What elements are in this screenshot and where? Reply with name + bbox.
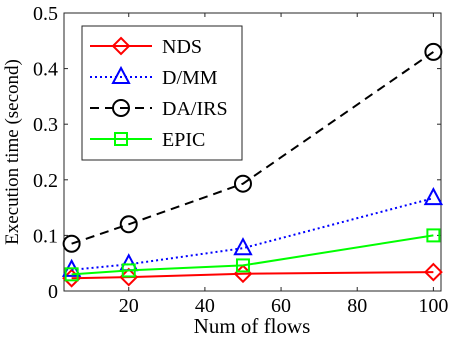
series-line (71, 197, 434, 271)
legend-label: D/MM (162, 67, 218, 89)
data-point-marker (121, 263, 136, 278)
y-axis-label: Execution time (second) (2, 59, 23, 245)
data-point-marker (62, 234, 81, 253)
data-point-marker (426, 228, 441, 243)
x-tick-label: 80 (347, 295, 367, 317)
data-point-marker (424, 42, 443, 61)
data-point-marker (235, 258, 250, 273)
series-epic (64, 228, 441, 282)
legend-marker (114, 132, 128, 146)
legend-label: NDS (162, 36, 202, 58)
data-point-marker (64, 267, 79, 282)
series-line (71, 271, 434, 280)
x-tick-label: 60 (271, 295, 291, 317)
legend-item: D/MM (90, 65, 218, 89)
legend-item: EPIC (90, 129, 205, 151)
legend-label: EPIC (162, 129, 205, 151)
data-point-marker (119, 215, 138, 234)
data-point-marker (423, 187, 444, 206)
series-line (71, 234, 434, 276)
legend-label: DA/IRS (162, 98, 228, 120)
y-tick-label: 0.5 (33, 3, 58, 25)
y-tick-label: 0 (48, 281, 58, 303)
y-tick-label: 0.2 (33, 170, 58, 192)
data-point-marker (423, 262, 443, 282)
legend-marker (111, 36, 131, 56)
y-tick-label: 0.4 (33, 59, 58, 81)
legend-marker (112, 99, 130, 117)
x-tick-label: 100 (418, 295, 448, 317)
x-axis-label: Num of flows (194, 314, 311, 338)
series-da-irs (62, 42, 443, 253)
y-tick-label: 0.1 (33, 225, 58, 247)
data-point-marker (233, 174, 252, 193)
y-tick-label: 0.3 (33, 114, 58, 136)
legend-box (81, 25, 243, 161)
legend-marker (111, 65, 131, 84)
series-line (71, 51, 434, 245)
axis-ticks: 20 40 60 80 100 0 0.1 0.2 0.3 0.4 0.5 (33, 3, 448, 317)
legend-item: NDS (90, 36, 202, 58)
data-point-marker (233, 237, 253, 256)
series-group (61, 42, 444, 288)
legend-item: DA/IRS (90, 98, 228, 120)
x-tick-label: 20 (119, 295, 139, 317)
x-tick-label: 40 (195, 295, 215, 317)
legend: NDS D/MM DA/IRS EPIC (81, 25, 243, 161)
